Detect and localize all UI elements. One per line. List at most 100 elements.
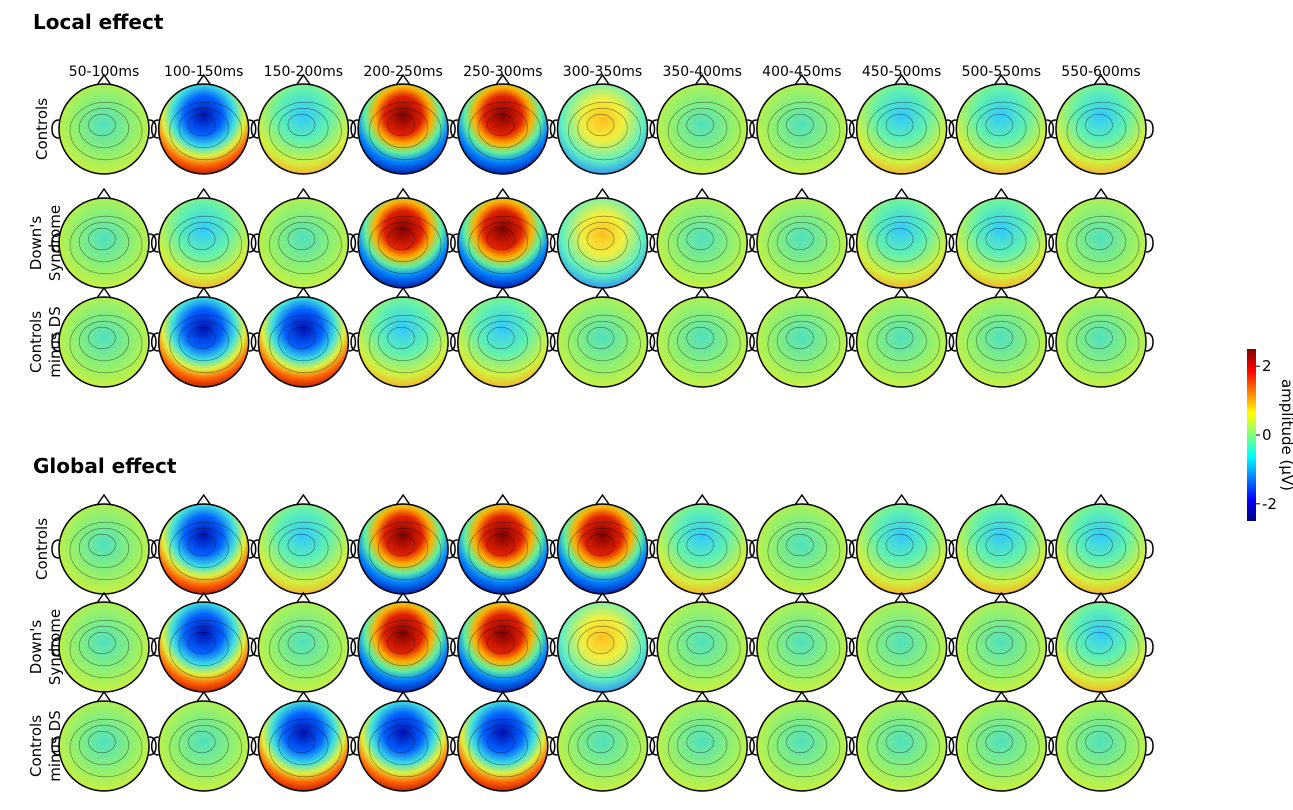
topoplot: [1048, 591, 1154, 693]
contour: [468, 521, 542, 581]
contour: [686, 730, 715, 754]
contour: [686, 113, 715, 137]
head-map: [756, 197, 848, 289]
head-ear: [846, 736, 855, 756]
contour: [278, 221, 329, 263]
contour: [985, 227, 1014, 251]
contour: [368, 314, 442, 374]
head-nose: [1093, 187, 1109, 200]
contour: [78, 625, 130, 667]
head-map: [656, 503, 748, 595]
colorbar: [1247, 349, 1256, 521]
head-ear: [1046, 119, 1055, 139]
topoplot: [150, 286, 257, 388]
head-ear: [350, 736, 359, 756]
head-ear: [749, 637, 757, 657]
topoplot: [848, 73, 955, 175]
head-nose: [594, 187, 611, 200]
contour: [776, 724, 827, 766]
contour: [568, 215, 641, 275]
topoplot: [1048, 286, 1154, 388]
contour: [786, 533, 814, 557]
head-nose: [893, 493, 910, 506]
head-map: [556, 296, 649, 388]
contour: [786, 227, 814, 251]
contour: [269, 718, 342, 778]
head-map: [756, 296, 848, 388]
row-label: Syndrome: [46, 609, 64, 685]
contour: [885, 631, 914, 655]
head-ear: [948, 539, 957, 559]
topoplot: [1048, 690, 1154, 792]
contour: [1085, 227, 1113, 251]
contour: [269, 619, 342, 679]
column-label: 250-300ms: [463, 64, 542, 80]
head-nose: [694, 286, 710, 299]
contour: [876, 724, 927, 766]
contour: [378, 625, 429, 667]
head-ear: [549, 736, 558, 756]
head-ear: [1145, 233, 1154, 253]
topoplot: [150, 187, 257, 289]
topoplot: [549, 690, 656, 792]
contour: [667, 101, 741, 161]
head-ear: [848, 637, 857, 657]
contour: [178, 107, 229, 149]
head-nose: [794, 493, 810, 506]
head-ear: [747, 736, 755, 756]
head-map: [157, 83, 250, 175]
head-ear: [448, 637, 456, 657]
head-ear: [51, 539, 60, 559]
topoplot: [549, 591, 656, 693]
head-nose: [196, 493, 212, 506]
head-map: [157, 700, 250, 792]
contour: [468, 718, 542, 778]
column-label: 500-550ms: [962, 64, 1041, 80]
head-ear: [1048, 539, 1057, 559]
contour: [468, 619, 542, 679]
contour: [287, 326, 316, 350]
contour: [867, 521, 940, 581]
topoplot: [1048, 187, 1154, 289]
head-ear: [848, 539, 857, 559]
head-ear: [946, 332, 955, 352]
head-ear: [647, 736, 656, 756]
head-nose: [893, 286, 910, 299]
contour: [378, 107, 429, 149]
head-map: [656, 296, 748, 388]
head-nose: [196, 690, 212, 703]
contour: [966, 718, 1040, 778]
head-nose: [694, 187, 710, 200]
row-label: Syndrome: [46, 205, 64, 281]
head-ear: [348, 233, 357, 253]
head-ear: [747, 637, 755, 657]
contour: [387, 730, 415, 754]
head-ear: [248, 233, 257, 253]
contour: [586, 326, 615, 350]
topoplot: [450, 286, 556, 388]
contour: [586, 730, 615, 754]
contour: [368, 718, 442, 778]
contour: [477, 107, 528, 149]
contour: [387, 631, 415, 655]
contour: [468, 314, 542, 374]
head-ear: [547, 736, 556, 756]
topoplot: [649, 73, 755, 175]
contour: [786, 113, 814, 137]
head-map: [257, 700, 350, 792]
contour: [477, 320, 528, 362]
head-ear: [946, 539, 955, 559]
head-ear: [846, 332, 855, 352]
contour: [786, 326, 814, 350]
contour: [486, 730, 515, 754]
head-nose: [96, 493, 112, 506]
topoplot: [150, 690, 257, 792]
head-ear: [647, 119, 656, 139]
head-ear: [51, 637, 60, 657]
contour: [387, 227, 415, 251]
head-map: [756, 700, 848, 792]
head-ear: [848, 736, 857, 756]
contour: [78, 107, 130, 149]
contour: [1066, 521, 1140, 581]
head-ear: [248, 119, 257, 139]
